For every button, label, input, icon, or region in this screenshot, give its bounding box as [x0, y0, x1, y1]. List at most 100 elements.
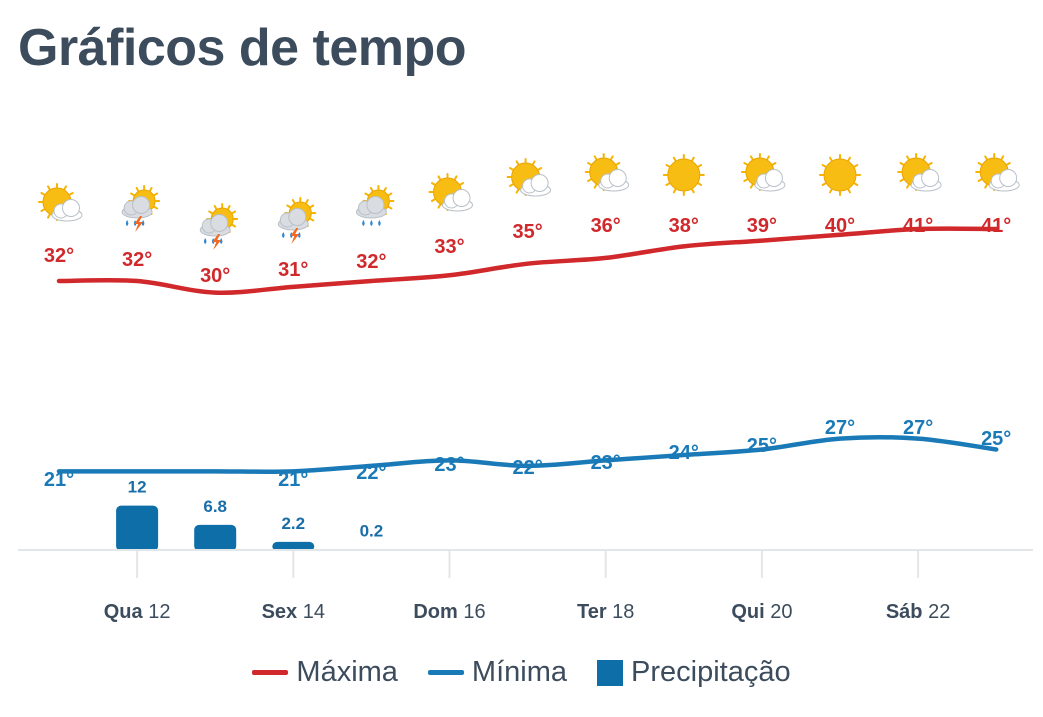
sun-cloud-icon: [897, 153, 942, 192]
max-temperature-label: 31°: [278, 259, 308, 281]
rain-drop: [378, 220, 381, 226]
x-tick-label: Dom 16: [413, 601, 485, 623]
sun-ray: [749, 155, 754, 161]
precipitation-bars: 12 6.8 2.2 0.2: [116, 478, 393, 551]
sun-ray: [928, 162, 933, 166]
sun-ray: [430, 198, 436, 202]
cloud-shape: [199, 214, 231, 237]
cloud-shape: [442, 189, 473, 212]
legend-max-label: Máxima: [296, 656, 398, 688]
cloud-puff: [132, 196, 151, 214]
legend-item-max[interactable]: Máxima: [252, 656, 398, 689]
cloud-puff: [921, 169, 940, 187]
min-temperature-label: 22°: [512, 457, 542, 479]
sun-ray: [977, 162, 983, 166]
sun-ray: [135, 187, 140, 192]
max-temperature-label: 35°: [512, 221, 542, 243]
sun-ray: [906, 183, 910, 189]
min-temperature-label: 25°: [747, 435, 777, 457]
sun-ray: [847, 188, 851, 194]
sun-disc: [823, 158, 857, 192]
cloud-puff: [530, 174, 549, 192]
sun-rays: [662, 154, 705, 196]
sun-ray: [984, 155, 988, 161]
max-temperature-label: 32°: [356, 251, 386, 273]
legend-min-swatch: [427, 670, 464, 675]
sun-cloud-icon: [506, 158, 552, 197]
min-temperature-label: 25°: [981, 428, 1011, 450]
sun-icon: [662, 154, 705, 196]
sun-ray: [537, 167, 543, 171]
sun-ray: [829, 156, 833, 162]
sun-ray: [697, 182, 703, 186]
max-temperature-line: [56, 226, 999, 295]
sun-ray: [437, 203, 441, 209]
sun-ray: [40, 192, 46, 196]
sun-ray: [610, 155, 614, 161]
lightning-bolt: [290, 228, 300, 244]
sun-ray: [153, 206, 159, 210]
sun-ray: [899, 162, 905, 166]
max-temperature-label: 30°: [200, 265, 230, 287]
legend-min-label: Mínima: [471, 656, 567, 688]
rain-drop: [298, 232, 301, 238]
sun-ray: [1006, 162, 1011, 166]
rain-drop: [219, 238, 223, 244]
sun-ray: [771, 162, 777, 166]
sun-ray: [665, 182, 671, 186]
max-temperature-label: 41°: [903, 215, 933, 237]
sun-ray: [286, 204, 291, 208]
min-temperature-label: 23°: [591, 452, 621, 474]
sun-ray: [387, 206, 393, 210]
min-temperature-label: 22°: [356, 462, 386, 484]
sun-ray: [231, 224, 237, 228]
min-temperature-labels: 21° 21° 22° 23° 22° 23° 24° 25° 27° 27° 25°: [44, 417, 1011, 491]
cloud-puff: [366, 196, 385, 214]
sun-ray: [47, 185, 51, 191]
sun-ray: [387, 192, 393, 196]
legend-precip-swatch: [597, 659, 623, 686]
sun-ray: [459, 182, 465, 186]
sun-cloud-icon: [428, 173, 473, 212]
thunderstorm-icon: [277, 197, 317, 244]
sun-ray: [515, 160, 520, 166]
min-temperature-label: 21°: [278, 469, 308, 491]
sun-ray: [364, 192, 370, 196]
sun-ray: [291, 199, 296, 204]
cloud-shape: [121, 196, 153, 219]
legend-max-swatch: [252, 670, 289, 675]
lightning-bolt: [134, 216, 144, 232]
sun-ray: [213, 205, 218, 210]
sun-rays: [819, 154, 861, 196]
rain-drop: [203, 238, 207, 244]
sun-ray: [68, 192, 74, 196]
cloud-shape: [988, 169, 1020, 192]
x-tick-label: Sáb 22: [886, 601, 951, 623]
sun-ray: [691, 188, 695, 194]
sun-cloud-icon: [38, 183, 83, 222]
sun-ray: [672, 156, 677, 162]
max-temperature-labels: 32° 32° 30° 31° 32° 33° 35° 36° 38° 39° 40° 41° 41°: [44, 215, 1011, 287]
rain-drop: [141, 220, 145, 226]
sun-ray: [821, 164, 827, 168]
precipitation-label: 6.8: [203, 497, 227, 516]
legend-item-precip[interactable]: Precipitação: [597, 656, 791, 689]
sun-ray: [984, 183, 988, 189]
sun-ray: [515, 188, 520, 194]
legend-item-min[interactable]: Mínima: [427, 656, 567, 689]
sun-ray: [383, 187, 387, 192]
sun-ray: [130, 192, 135, 196]
precipitation-bar: [272, 541, 315, 551]
sun-ray: [977, 178, 983, 182]
sun-ray: [665, 164, 671, 168]
min-temperature-label: 21°: [44, 469, 74, 491]
sun-ray: [749, 183, 754, 189]
cloud-puff: [999, 169, 1018, 187]
precipitation-bar: [194, 524, 237, 551]
min-temperature-label: 27°: [903, 417, 933, 439]
legend: Máxima Mínima Precipitação: [0, 656, 1043, 689]
max-temperature-label: 33°: [434, 236, 464, 258]
sun-ray: [829, 188, 833, 194]
cloud-puff: [452, 189, 471, 207]
sun-ray: [847, 156, 851, 162]
